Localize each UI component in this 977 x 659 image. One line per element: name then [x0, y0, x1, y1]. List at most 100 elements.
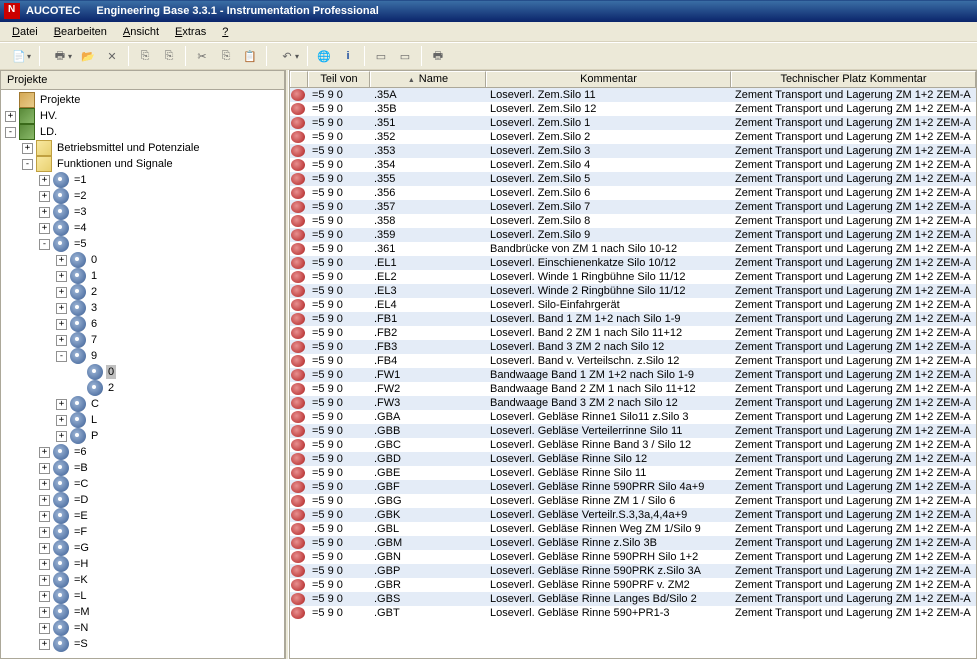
- tb-tool1[interactable]: ⎘: [134, 45, 156, 67]
- tree-expander[interactable]: +: [39, 527, 50, 538]
- table-row[interactable]: =5 9 0.EL3Loseverl. Winde 2 Ringbühne Si…: [290, 284, 976, 298]
- tree-node[interactable]: +=1: [1, 172, 284, 188]
- table-row[interactable]: =5 9 0.352Loseverl. Zem.Silo 2Zement Tra…: [290, 130, 976, 144]
- tree-node[interactable]: +HV.: [1, 108, 284, 124]
- tree-node[interactable]: +=F: [1, 524, 284, 540]
- table-row[interactable]: =5 9 0.GBLLoseverl. Gebläse Rinnen Weg Z…: [290, 522, 976, 536]
- table-row[interactable]: =5 9 0.355Loseverl. Zem.Silo 5Zement Tra…: [290, 172, 976, 186]
- col-icon[interactable]: [290, 71, 308, 87]
- table-row[interactable]: =5 9 0.351Loseverl. Zem.Silo 1Zement Tra…: [290, 116, 976, 130]
- table-row[interactable]: =5 9 0.EL4Loseverl. Silo-EinfahrgerätZem…: [290, 298, 976, 312]
- tree-node[interactable]: +=K: [1, 572, 284, 588]
- tree-node[interactable]: -LD.: [1, 124, 284, 140]
- table-row[interactable]: =5 9 0.GBRLoseverl. Gebläse Rinne 590PRF…: [290, 578, 976, 592]
- menu-bearbeiten[interactable]: Bearbeiten: [48, 24, 113, 40]
- tree-node[interactable]: +=L: [1, 588, 284, 604]
- table-row[interactable]: =5 9 0.357Loseverl. Zem.Silo 7Zement Tra…: [290, 200, 976, 214]
- tree-node[interactable]: Projekte: [1, 92, 284, 108]
- table-row[interactable]: =5 9 0.GBCLoseverl. Gebläse Rinne Band 3…: [290, 438, 976, 452]
- tb-cut[interactable]: ✂: [191, 45, 213, 67]
- table-row[interactable]: =5 9 0.35ALoseverl. Zem.Silo 11Zement Tr…: [290, 88, 976, 102]
- tree-expander[interactable]: +: [39, 175, 50, 186]
- table-row[interactable]: =5 9 0.FW3Bandwaage Band 3 ZM 2 nach Sil…: [290, 396, 976, 410]
- tree-node[interactable]: +Betriebsmittel und Potenziale: [1, 140, 284, 156]
- tree-node[interactable]: +2: [1, 284, 284, 300]
- tree-expander[interactable]: -: [5, 127, 16, 138]
- table-row[interactable]: =5 9 0.FB4Loseverl. Band v. Verteilschn.…: [290, 354, 976, 368]
- table-row[interactable]: =5 9 0.GBPLoseverl. Gebläse Rinne 590PRK…: [290, 564, 976, 578]
- table-row[interactable]: =5 9 0.GBDLoseverl. Gebläse Rinne Silo 1…: [290, 452, 976, 466]
- tree-expander[interactable]: +: [5, 111, 16, 122]
- tree-node[interactable]: +=3: [1, 204, 284, 220]
- tb-paste[interactable]: 📋: [239, 45, 261, 67]
- tree-node[interactable]: +=6: [1, 444, 284, 460]
- col-kommentar[interactable]: Kommentar: [486, 71, 731, 87]
- table-row[interactable]: =5 9 0.FB2Loseverl. Band 2 ZM 1 nach Sil…: [290, 326, 976, 340]
- tree-node[interactable]: +=N: [1, 620, 284, 636]
- tree-node[interactable]: -=5: [1, 236, 284, 252]
- tree-expander[interactable]: -: [39, 239, 50, 250]
- table-row[interactable]: =5 9 0.FW1Bandwaage Band 1 ZM 1+2 nach S…: [290, 368, 976, 382]
- table-row[interactable]: =5 9 0.354Loseverl. Zem.Silo 4Zement Tra…: [290, 158, 976, 172]
- tb-open[interactable]: 📂: [77, 45, 99, 67]
- menu-ansicht[interactable]: Ansicht: [117, 24, 165, 40]
- tree-node[interactable]: +3: [1, 300, 284, 316]
- table-row[interactable]: =5 9 0.361Bandbrücke von ZM 1 nach Silo …: [290, 242, 976, 256]
- table-row[interactable]: =5 9 0.FW2Bandwaage Band 2 ZM 1 nach Sil…: [290, 382, 976, 396]
- tb-tool2[interactable]: ⎘: [158, 45, 180, 67]
- tree-node[interactable]: +=C: [1, 476, 284, 492]
- table-row[interactable]: =5 9 0.FB3Loseverl. Band 3 ZM 2 nach Sil…: [290, 340, 976, 354]
- tree-node[interactable]: +=M: [1, 604, 284, 620]
- tb-undo[interactable]: ↶: [272, 45, 302, 67]
- tb-globe[interactable]: 🌐: [313, 45, 335, 67]
- tree-node[interactable]: +7: [1, 332, 284, 348]
- tree-expander[interactable]: +: [22, 143, 33, 154]
- table-row[interactable]: =5 9 0.GBKLoseverl. Gebläse Verteilr.S.3…: [290, 508, 976, 522]
- tree-node[interactable]: +=2: [1, 188, 284, 204]
- tb-sheet2[interactable]: ▭: [394, 45, 416, 67]
- tree-node[interactable]: +=E: [1, 508, 284, 524]
- tree-expander[interactable]: +: [39, 575, 50, 586]
- tree-expander[interactable]: +: [56, 431, 67, 442]
- tb-print2[interactable]: 🖶: [427, 45, 449, 67]
- tree-expander[interactable]: +: [39, 607, 50, 618]
- projects-tree[interactable]: Projekte+HV.-LD.+Betriebsmittel und Pote…: [1, 90, 284, 658]
- table-row[interactable]: =5 9 0.35BLoseverl. Zem.Silo 12Zement Tr…: [290, 102, 976, 116]
- tb-copy[interactable]: ⎘: [215, 45, 237, 67]
- tb-new[interactable]: 📄: [4, 45, 34, 67]
- tree-node[interactable]: +=H: [1, 556, 284, 572]
- table-row[interactable]: =5 9 0.GBALoseverl. Gebläse Rinne1 Silo1…: [290, 410, 976, 424]
- tree-expander[interactable]: +: [39, 559, 50, 570]
- table-row[interactable]: =5 9 0.358Loseverl. Zem.Silo 8Zement Tra…: [290, 214, 976, 228]
- table-row[interactable]: =5 9 0.GBFLoseverl. Gebläse Rinne 590PRR…: [290, 480, 976, 494]
- menu-datei[interactable]: Datei: [6, 24, 44, 40]
- table-row[interactable]: =5 9 0.FB1Loseverl. Band 1 ZM 1+2 nach S…: [290, 312, 976, 326]
- table-row[interactable]: =5 9 0.GBSLoseverl. Gebläse Rinne Langes…: [290, 592, 976, 606]
- tb-sheet1[interactable]: ▭: [370, 45, 392, 67]
- tree-expander[interactable]: +: [56, 319, 67, 330]
- tree-expander[interactable]: +: [39, 623, 50, 634]
- col-tech[interactable]: Technischer Platz Kommentar: [731, 71, 976, 87]
- table-row[interactable]: =5 9 0.GBGLoseverl. Gebläse Rinne ZM 1 /…: [290, 494, 976, 508]
- tree-expander[interactable]: +: [39, 639, 50, 650]
- tree-node[interactable]: -Funktionen und Signale: [1, 156, 284, 172]
- tree-node[interactable]: +1: [1, 268, 284, 284]
- tree-expander[interactable]: +: [39, 543, 50, 554]
- tree-node[interactable]: +=S: [1, 636, 284, 652]
- table-row[interactable]: =5 9 0.353Loseverl. Zem.Silo 3Zement Tra…: [290, 144, 976, 158]
- tree-expander[interactable]: +: [39, 447, 50, 458]
- table-row[interactable]: =5 9 0.GBTLoseverl. Gebläse Rinne 590+PR…: [290, 606, 976, 620]
- tree-node[interactable]: 2: [1, 380, 284, 396]
- tree-expander[interactable]: +: [39, 463, 50, 474]
- col-name[interactable]: Name: [370, 71, 486, 87]
- tb-print[interactable]: 🖶: [45, 45, 75, 67]
- table-row[interactable]: =5 9 0.GBBLoseverl. Gebläse Verteilerrin…: [290, 424, 976, 438]
- menu-help[interactable]: ?: [216, 24, 234, 40]
- tree-node[interactable]: +6: [1, 316, 284, 332]
- grid-body[interactable]: =5 9 0.35ALoseverl. Zem.Silo 11Zement Tr…: [290, 88, 976, 658]
- tree-node[interactable]: +=D: [1, 492, 284, 508]
- tree-node[interactable]: +0: [1, 252, 284, 268]
- tree-node[interactable]: +=B: [1, 460, 284, 476]
- tree-expander[interactable]: +: [39, 207, 50, 218]
- tree-node[interactable]: +=G: [1, 540, 284, 556]
